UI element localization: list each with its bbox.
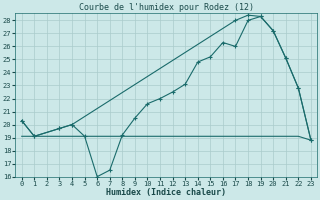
- X-axis label: Humidex (Indice chaleur): Humidex (Indice chaleur): [106, 188, 226, 197]
- Title: Courbe de l'humidex pour Rodez (12): Courbe de l'humidex pour Rodez (12): [79, 3, 254, 12]
